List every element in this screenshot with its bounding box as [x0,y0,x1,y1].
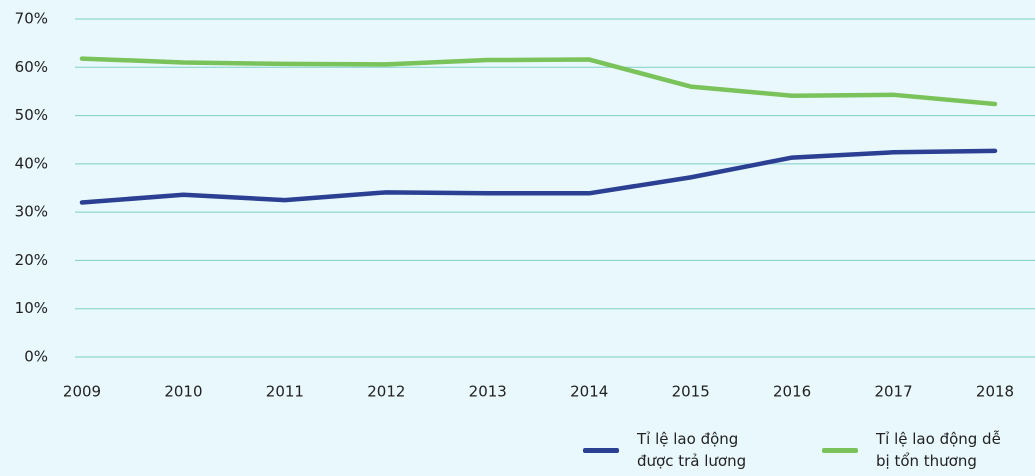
y-tick-label: 40% [15,154,48,172]
legend-swatch [822,447,858,453]
x-tick-label: 2012 [367,383,405,401]
x-tick-label: 2010 [164,383,202,401]
legend-label: Tỉ lệ lao động dễ bị tổn thương [876,430,1001,470]
y-tick-label: 60% [15,58,48,76]
x-tick-label: 2011 [266,383,304,401]
plot: 0% 10% 20% 30% 40% 50% 60% 70% 2009 2010 2011 2012 2… [15,10,1035,401]
y-tick-label: 20% [15,251,48,269]
x-tick-label: 2009 [63,383,101,401]
series-line [79,148,998,205]
y-tick-label: 70% [15,10,48,28]
y-tick-label: 30% [15,203,48,221]
x-tick-label: 2015 [672,383,710,401]
x-tick-label: 2014 [570,383,608,401]
legend-item: Tỉ lệ lao động được trả lương [583,428,777,472]
y-tick-label: 50% [15,106,48,124]
y-tick-label: 10% [15,299,48,317]
x-tick-label: 2017 [874,383,912,401]
y-tick-label: 0% [24,348,48,366]
legend-item: Tỉ lệ lao động dễ bị tổn thương [822,428,1016,472]
x-tick-label: 2013 [469,383,507,401]
legend-label: Tỉ lệ lao động được trả lương [637,430,747,470]
legend-swatch [583,447,619,453]
x-tick-label: 2018 [976,383,1014,401]
series-line [79,56,998,107]
x-tick-label: 2016 [773,383,811,401]
